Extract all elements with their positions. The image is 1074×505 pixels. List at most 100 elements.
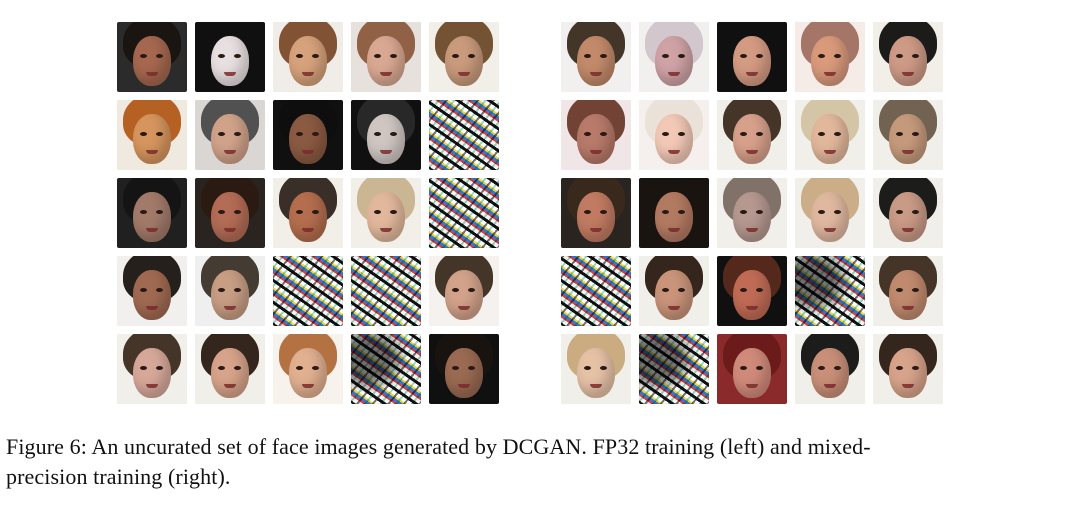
mixed-precision-image-tile <box>795 334 865 404</box>
right-eye-shape <box>834 210 841 214</box>
mouth-shape <box>902 72 914 76</box>
face-shape <box>889 192 927 242</box>
left-eye-shape <box>218 288 225 292</box>
fp32-noise-image-tile <box>273 256 343 326</box>
mouth-shape <box>146 72 158 76</box>
fp32-image-tile <box>195 334 265 404</box>
mixed-precision-image-tile <box>717 256 787 326</box>
mouth-shape <box>668 72 680 76</box>
mixed-precision-image-tile <box>795 100 865 170</box>
left-eye-shape <box>140 288 147 292</box>
left-eye-shape <box>374 210 381 214</box>
left-eye-shape <box>218 366 225 370</box>
left-eye-shape <box>296 210 303 214</box>
mouth-shape <box>146 384 158 388</box>
right-eye-shape <box>834 366 841 370</box>
right-eye-shape <box>678 210 685 214</box>
left-eye-shape <box>452 54 459 58</box>
mixed-precision-image-tile <box>717 178 787 248</box>
fp32-image-tile <box>195 178 265 248</box>
right-eye-shape <box>390 54 397 58</box>
face-shape <box>211 192 249 242</box>
left-eye-shape <box>662 288 669 292</box>
mixed-precision-image-tile <box>717 334 787 404</box>
mouth-shape <box>224 72 236 76</box>
fp32-image-tile <box>195 100 265 170</box>
face-shape <box>655 36 693 86</box>
left-eye-shape <box>584 210 591 214</box>
face-shape <box>211 36 249 86</box>
right-eye-shape <box>756 288 763 292</box>
left-eye-shape <box>140 132 147 136</box>
mouth-shape <box>380 150 392 154</box>
right-eye-shape <box>678 54 685 58</box>
face-shape <box>133 36 171 86</box>
fp32-image-tile <box>273 178 343 248</box>
right-eye-shape <box>756 366 763 370</box>
left-eye-shape <box>662 210 669 214</box>
face-shape <box>811 114 849 164</box>
left-eye-shape <box>584 132 591 136</box>
left-eye-shape <box>296 132 303 136</box>
face-shape <box>733 36 771 86</box>
mouth-shape <box>302 228 314 232</box>
right-eye-shape <box>234 288 241 292</box>
mouth-shape <box>146 150 158 154</box>
left-eye-shape <box>452 366 459 370</box>
face-shape <box>889 270 927 320</box>
face-shape <box>133 270 171 320</box>
right-eye-shape <box>156 210 163 214</box>
mouth-shape <box>380 72 392 76</box>
left-eye-shape <box>818 366 825 370</box>
right-eye-shape <box>312 366 319 370</box>
mouth-shape <box>224 384 236 388</box>
mouth-shape <box>146 228 158 232</box>
mixed-precision-noise-image-tile <box>639 334 709 404</box>
right-eye-shape <box>156 132 163 136</box>
fp32-image-tile <box>273 100 343 170</box>
left-eye-shape <box>452 288 459 292</box>
right-eye-shape <box>756 54 763 58</box>
left-eye-shape <box>662 132 669 136</box>
mouth-shape <box>746 384 758 388</box>
face-shape <box>367 192 405 242</box>
mixed-precision-image-tile <box>873 22 943 92</box>
mouth-shape <box>824 72 836 76</box>
mouth-shape <box>458 306 470 310</box>
left-eye-shape <box>896 132 903 136</box>
right-eye-shape <box>756 210 763 214</box>
right-eye-shape <box>390 210 397 214</box>
mixed-precision-image-tile <box>873 334 943 404</box>
mixed-precision-image-tile <box>561 22 631 92</box>
mixed-precision-image-tile <box>639 100 709 170</box>
mixed-precision-image-tile <box>561 178 631 248</box>
face-shape <box>889 348 927 398</box>
face-shape <box>577 36 615 86</box>
mixed-precision-image-grid <box>561 22 961 404</box>
face-shape <box>811 192 849 242</box>
left-eye-shape <box>584 54 591 58</box>
face-shape <box>733 348 771 398</box>
mouth-shape <box>824 150 836 154</box>
right-eye-shape <box>312 54 319 58</box>
left-eye-shape <box>296 366 303 370</box>
left-eye-shape <box>584 366 591 370</box>
mouth-shape <box>902 384 914 388</box>
right-eye-shape <box>834 54 841 58</box>
face-shape <box>211 270 249 320</box>
right-eye-shape <box>600 366 607 370</box>
face-shape <box>811 348 849 398</box>
left-eye-shape <box>818 132 825 136</box>
right-eye-shape <box>234 210 241 214</box>
right-eye-shape <box>912 210 919 214</box>
left-eye-shape <box>140 366 147 370</box>
right-eye-shape <box>234 132 241 136</box>
fp32-image-tile <box>273 22 343 92</box>
left-eye-shape <box>896 210 903 214</box>
mixed-precision-image-tile <box>795 22 865 92</box>
fp32-image-tile <box>429 256 499 326</box>
left-eye-shape <box>140 210 147 214</box>
right-eye-shape <box>678 132 685 136</box>
mixed-precision-image-tile <box>873 256 943 326</box>
